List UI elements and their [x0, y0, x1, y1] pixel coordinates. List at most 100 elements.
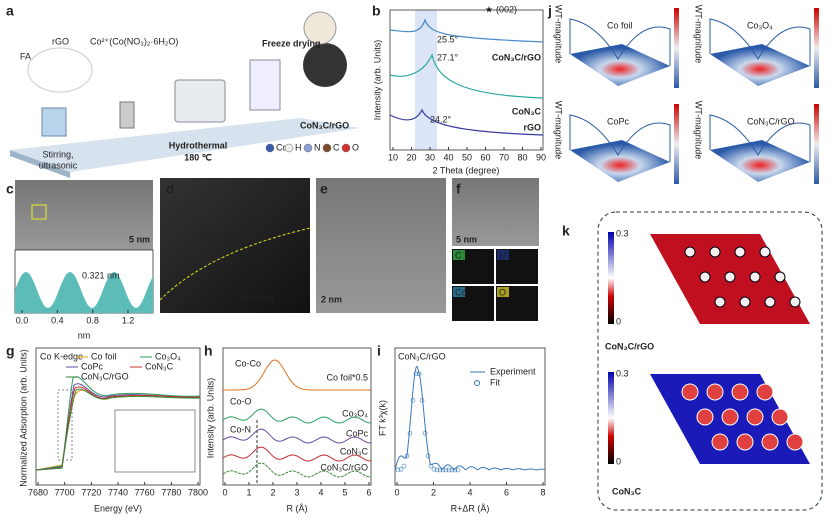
- axis-label: Energy (eV): [94, 503, 142, 513]
- surface-top: [569, 114, 671, 162]
- annotation: Co-O: [230, 396, 252, 406]
- fit-marker: [395, 467, 401, 473]
- frame: [597, 211, 823, 511]
- beaker: [41, 107, 67, 137]
- map-label: CoN₃C/rGO: [605, 341, 654, 351]
- text: ultrasonic: [39, 160, 78, 170]
- x-tick-label: 3: [294, 487, 299, 497]
- atom-marker: [341, 143, 351, 153]
- text: FA: [20, 51, 31, 61]
- x-tick-label: 30: [425, 152, 435, 162]
- panel-d: d CoN₃C island rGO sea 10 nm: [159, 178, 311, 313]
- x-tick-label: 0: [222, 487, 227, 497]
- fit-marker: [407, 430, 413, 436]
- eds-label-box: [453, 250, 465, 260]
- axis-label: Intensity (arb. Units): [205, 378, 215, 459]
- curve: [222, 428, 372, 444]
- density-spot: [759, 246, 771, 258]
- density-spot: [774, 271, 786, 283]
- panel-label: b: [372, 3, 381, 19]
- atom-marker: [284, 143, 294, 153]
- panel-e: e 2 nm: [316, 178, 446, 313]
- x-tick-label: 2: [270, 487, 275, 497]
- colorbar: [674, 8, 679, 88]
- x-tick-label: 0: [394, 487, 399, 497]
- density-spot: [699, 271, 711, 283]
- scale-label: 5 nm: [129, 234, 150, 244]
- panel-label: c: [6, 181, 14, 197]
- curve: [35, 376, 201, 471]
- panel-label: d: [166, 181, 175, 197]
- fit-marker: [440, 467, 446, 473]
- axis-label: WT-magnitude: [554, 101, 564, 160]
- structure: [303, 11, 337, 45]
- legend-label: Co: [276, 142, 288, 152]
- curve: [389, 108, 544, 136]
- fit-marker: [455, 467, 461, 473]
- x-tick-label: 0.0: [16, 315, 29, 325]
- x-tick-label: 7700: [55, 487, 75, 497]
- panel-label: i: [377, 343, 381, 359]
- density-spot: [786, 433, 804, 451]
- annotation: Co-N: [230, 424, 251, 434]
- surface: [570, 140, 670, 182]
- eds-label: N: [499, 250, 506, 260]
- panel-label: g: [6, 343, 15, 359]
- fit-marker: [452, 467, 458, 473]
- colorbar: [608, 372, 614, 464]
- annotation: CoN₃C island: [195, 229, 249, 239]
- panel-f: f 5 nm C N Co O: [452, 178, 539, 321]
- density-spot: [734, 246, 746, 258]
- panel-label: j: [547, 3, 552, 19]
- fit-marker: [410, 397, 416, 403]
- annotation: 27.1°: [437, 52, 459, 62]
- x-tick-label: 4: [467, 487, 472, 497]
- surface: [570, 44, 670, 86]
- panel-k: k 0.3 0 CoN₃C/rGO 0.3 0 CoN₃C: [562, 211, 823, 511]
- panel-j: j Co foil WT-magnitude Co₃O₄ WT-magnitude Co…: [547, 3, 819, 184]
- density-spot: [764, 296, 776, 308]
- x-tick-label: 7800: [188, 487, 208, 497]
- colorbar-min: 0: [616, 456, 621, 466]
- axis-label: WT-magnitude: [694, 101, 704, 160]
- panel-label: a: [6, 3, 14, 19]
- fit-marker: [428, 463, 434, 469]
- density-spot: [739, 296, 751, 308]
- legend-label: C: [333, 142, 340, 152]
- text: 180 ℃: [184, 152, 212, 162]
- colorbar-max: 0.3: [616, 368, 629, 378]
- curve: [223, 359, 371, 391]
- x-tick-label: 80: [517, 152, 527, 162]
- panel-c: c 5 nm 0.321 nm nm: [6, 180, 154, 340]
- platform: [10, 118, 360, 172]
- annotation: 25.5°: [437, 34, 459, 44]
- series-label: CoN₃C: [512, 106, 542, 116]
- x-tick-label: 6: [504, 487, 509, 497]
- panel-a: a FA rGO Co²⁺(Co(NO₃)₂·6H₂O) Stirring, u…: [6, 3, 360, 178]
- panel-label: e: [320, 181, 328, 197]
- axis-label: Normalized Adsorption (arb. Units): [18, 349, 28, 487]
- x-tick-label: 0.8: [86, 315, 99, 325]
- axis-label: R (Å): [287, 503, 308, 513]
- scale-label: 2 nm: [321, 294, 342, 304]
- density-spot: [684, 246, 696, 258]
- axis-label: Intensity (arb. Units): [372, 40, 382, 121]
- surface-top: [709, 18, 811, 66]
- density-spot: [706, 383, 724, 401]
- surface: [710, 44, 810, 86]
- fit-marker: [413, 371, 419, 377]
- colorbar: [674, 104, 679, 184]
- density-spot: [746, 408, 764, 426]
- x-tick-label: 90: [536, 152, 546, 162]
- scale-label: 5 nm: [456, 234, 477, 244]
- x-tick-label: 40: [443, 152, 453, 162]
- colorbar-max: 0.3: [616, 228, 629, 238]
- subplot-title: CoN₃C/rGO: [747, 116, 795, 126]
- colorbar-min: 0: [616, 316, 621, 326]
- series-label: CoN₃C: [340, 446, 369, 456]
- x-tick-label: 10: [388, 152, 398, 162]
- x-tick-label: 5: [342, 487, 347, 497]
- annotation: rGO sea: [240, 292, 274, 302]
- text: Stirring,: [42, 149, 73, 159]
